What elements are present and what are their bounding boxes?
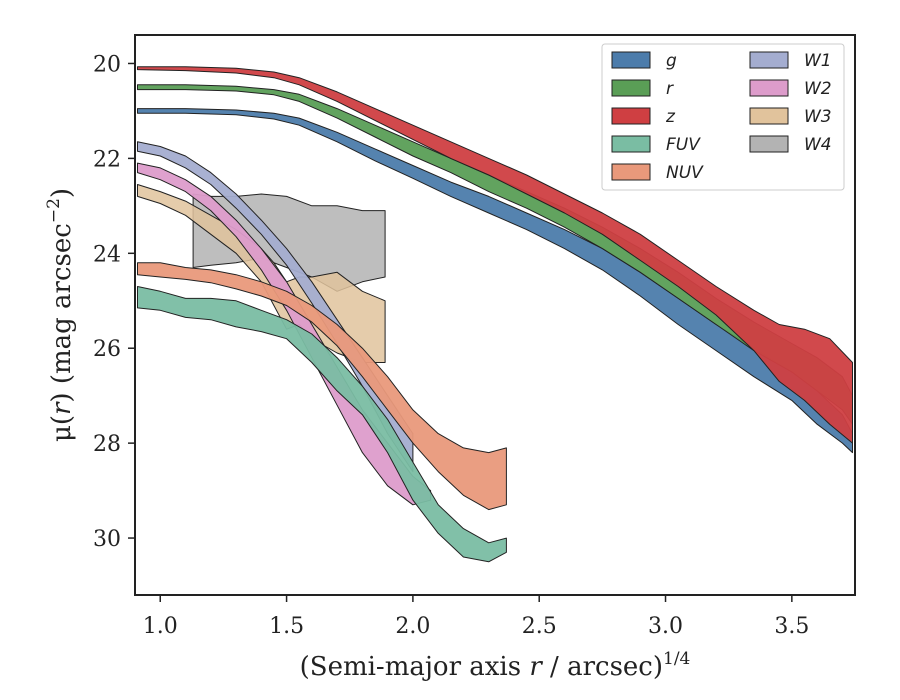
legend-swatch-g: [611, 51, 651, 69]
x-tick-label: 1.5: [269, 614, 304, 639]
x-tick-label: 2.0: [395, 614, 430, 639]
x-axis-title-post: / arcsec): [542, 652, 663, 682]
legend: grz FUV NUV W1 W2 W3 W4: [601, 43, 845, 191]
y-tick-label: 22: [93, 147, 121, 172]
legend-label-w2: W2: [804, 79, 832, 99]
series-bands: [137, 66, 853, 563]
band-fuv: [137, 286, 507, 563]
y-axis-title-var: r: [47, 401, 77, 415]
y-tick-label: 26: [93, 337, 121, 362]
legend-swatch-fuv: [611, 135, 651, 153]
x-tick-label: 3.0: [648, 614, 683, 639]
y-tick-label: 24: [93, 242, 121, 267]
y-axis-title-sup: −2: [44, 198, 64, 223]
band-z: [137, 66, 853, 444]
x-tick-label: 2.5: [522, 614, 557, 639]
x-axis-title: (Semi-major axis r / arcsec)1/4: [300, 649, 691, 682]
y-tick-label: 28: [93, 432, 121, 457]
y-tick-label: 30: [93, 527, 121, 552]
legend-label-w1: W1: [804, 51, 832, 71]
y-axis-title: μ(r) (mag arcsec−2): [44, 188, 77, 442]
legend-swatch-w1: [749, 51, 789, 69]
legend-label-w4: W4: [804, 135, 832, 155]
band-w4: [192, 193, 386, 292]
x-tick-label: 1.0: [143, 614, 178, 639]
y-axis-title-end: ): [47, 188, 77, 198]
x-axis-title-sup: 1/4: [663, 649, 690, 669]
y-axis-title-pre: μ(: [47, 415, 77, 442]
y-axis-title-post: ) (mag arcsec: [47, 223, 77, 402]
plot-frame: [134, 34, 856, 596]
legend-swatch-nuv: [611, 163, 651, 181]
legend-label-z: z: [665, 107, 676, 127]
legend-label-w3: W3: [804, 107, 832, 127]
x-axis-title-var: r: [529, 652, 543, 682]
legend-label-g: g: [666, 51, 677, 71]
y-axis-ticks: 20 22 24 26 28 30: [93, 52, 135, 552]
legend-swatch-w2: [749, 79, 789, 97]
band-g: [137, 108, 853, 454]
legend-swatch-z: [611, 107, 651, 125]
legend-label-nuv: NUV: [666, 163, 704, 183]
x-axis-title-pre: (Semi-major axis: [300, 652, 530, 682]
legend-label-r: r: [666, 79, 674, 99]
legend-swatch-r: [611, 79, 651, 97]
x-axis-ticks: 1.0 1.5 2.0 2.5 3.0 3.5: [143, 595, 809, 639]
legend-label-fuv: FUV: [666, 135, 701, 155]
band-nuv: [137, 262, 507, 511]
x-tick-label: 3.5: [774, 614, 809, 639]
legend-swatch-w3: [749, 107, 789, 125]
y-tick-label: 20: [93, 52, 121, 77]
legend-swatch-w4: [749, 135, 789, 153]
